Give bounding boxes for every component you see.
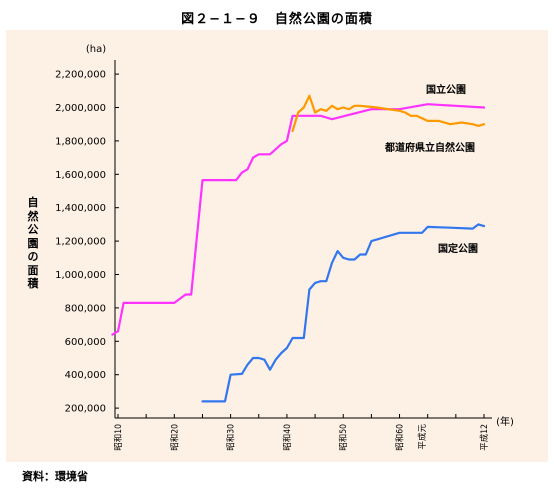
prefectural-park-label: 都道府県立自然公園 [384,141,475,154]
y-tick-label: 2,200,000 [55,70,106,81]
chart-labels: (ha) 200,000 400,000 600,000 800,000 1,000,00… [55,44,514,451]
chart-panel [6,30,548,462]
prefectural-park-line [291,94,486,132]
x-unit-label: (年) [496,415,514,428]
x-tick-label: 昭和30 [227,424,237,451]
y-tick-label: 200,000 [65,404,106,415]
y-tick-label: 600,000 [65,337,106,348]
figure-title: 図２−１−９ 自然公園の面積 [181,12,373,27]
quasi-national-park-line [201,223,486,403]
x-tick-label: 昭和10 [114,424,124,451]
x-tick-label: 昭和20 [170,424,180,451]
x-tick-label: 平成12 [479,424,490,451]
x-tick-label: 昭和40 [283,424,293,451]
y-tick-label: 400,000 [65,370,106,381]
y-tick-label: 1,400,000 [55,203,106,214]
source-note: 資料：環境省 [22,470,88,483]
national-park-line [111,103,486,336]
y-tick-label: 2,000,000 [55,103,106,114]
x-tick-label: 昭和50 [339,424,349,451]
x-tick-label: 平成元 [417,424,428,450]
y-axis-label: 自然公園の面積 [27,196,39,290]
y-tick-label: 1,000,000 [55,270,106,281]
y-tick-label: 1,200,000 [55,237,106,248]
quasi-national-park-label: 国定公園 [438,242,478,255]
y-tick-label: 800,000 [65,303,106,314]
chart-series [111,94,486,403]
x-tick-label: 昭和60 [396,424,406,451]
y-unit-label: (ha) [86,44,106,55]
y-tick-label: 1,800,000 [55,136,106,147]
national-park-label: 国立公園 [426,83,466,96]
y-tick-label: 1,600,000 [55,170,106,181]
chart-axes [114,60,492,419]
